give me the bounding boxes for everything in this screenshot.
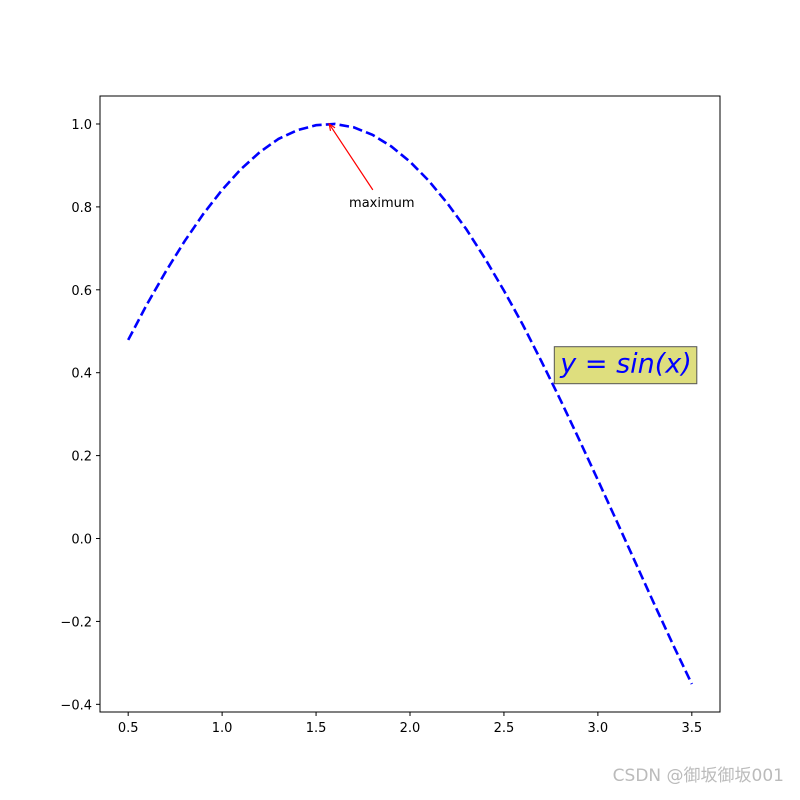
x-tick-label: 3.0 [588, 721, 609, 736]
y-tick-label: 1.0 [71, 118, 92, 133]
annotation-text: maximum [349, 196, 415, 211]
formula-text: y = sin(x) [559, 349, 692, 380]
x-tick-label: 0.5 [118, 721, 139, 736]
x-tick-label: 1.0 [212, 721, 233, 736]
x-tick-label: 2.5 [494, 721, 515, 736]
y-tick-label: 0.6 [71, 284, 92, 299]
x-tick-label: 1.5 [306, 721, 327, 736]
plot-frame [99, 95, 721, 713]
arrow-head [328, 122, 336, 131]
y-tick-label: 0.8 [71, 201, 92, 216]
y-tick-label: −0.4 [60, 698, 92, 713]
y-tick-label: −0.2 [60, 615, 92, 630]
y-tick-label: 0.4 [71, 367, 92, 382]
x-tick-label: 3.5 [681, 721, 702, 736]
y-tick-label: 0.0 [71, 533, 92, 548]
y-tick-label: 0.2 [71, 450, 92, 465]
x-tick-label: 2.0 [400, 721, 421, 736]
watermark: CSDN @御坂御坂001 [613, 766, 784, 786]
formula-box [553, 346, 698, 385]
annotation-arrow [328, 123, 374, 191]
